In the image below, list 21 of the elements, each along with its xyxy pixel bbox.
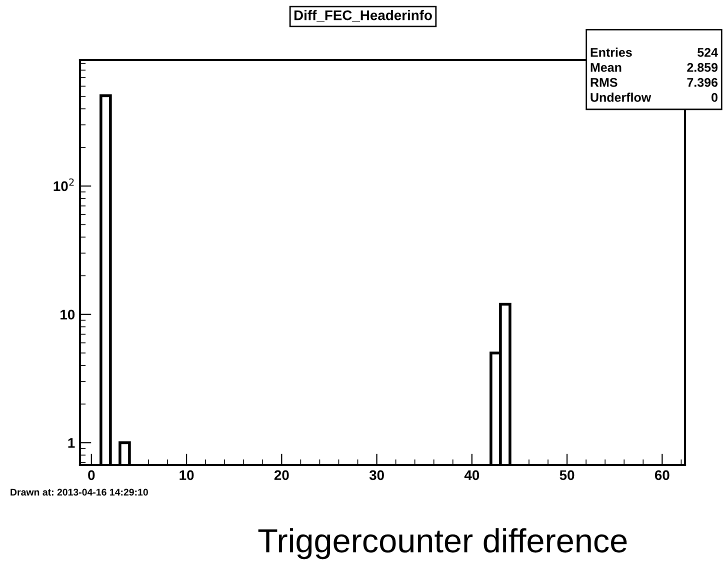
y-tick-label: 10$^{2}$ [54,178,74,192]
x-tick-label: 40 [464,470,480,480]
text: Drawn at: 2013-04-16 14:29:10 [10,488,148,496]
annotation: Mean [590,63,622,72]
x-tick-label: 10 [180,470,194,480]
text: 7.396 [687,78,718,87]
text: 0 [712,93,718,102]
x-tick-label: 30 [369,470,384,480]
x-tick-label: 50 [560,470,574,480]
x-tick-label: 0 [88,470,95,480]
annotation: Underflow [590,92,652,102]
x-tick-label: 20 [274,470,289,480]
x-axis-title: Triggercounter difference [258,528,627,560]
annotation: RMS [590,78,618,87]
text: 2.859 [687,63,718,72]
chart-title: Diff_FEC_Headerinfo [294,10,432,22]
text: Entries [590,48,632,57]
y-tick-label: 10 [60,310,75,320]
text: 524 [698,48,718,57]
y-tick-label: 1 [68,438,75,448]
x-tick-label: 60 [654,470,670,480]
